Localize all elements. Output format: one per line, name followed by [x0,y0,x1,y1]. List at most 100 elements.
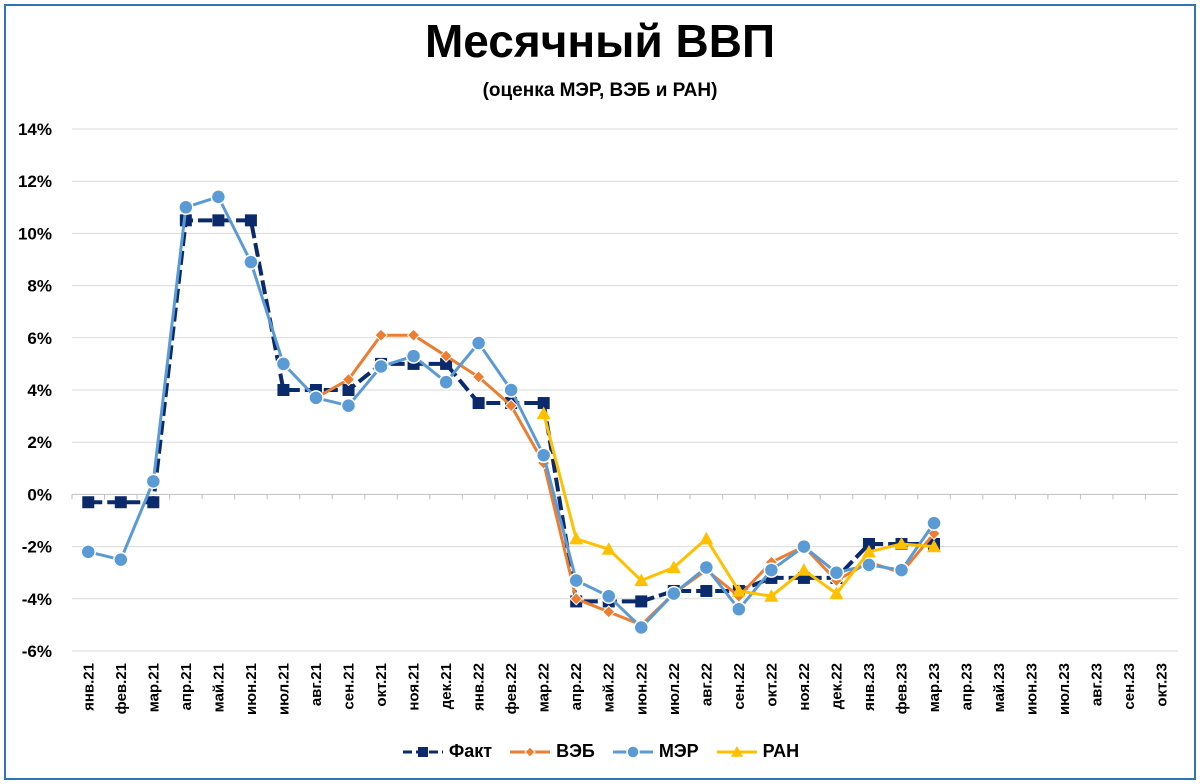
data-point-circle [666,585,682,602]
data-point-circle [373,358,389,375]
data-point-triangle [894,536,909,550]
data-point-diamond [927,526,941,541]
legend-label: РАН [762,741,800,761]
chart-subtitle: (оценка МЭР, ВЭБ и РАН) [482,80,718,101]
x-tick-label: май.22 [601,663,618,712]
x-tick-label: окт.21 [373,663,390,707]
data-point-circle [470,335,487,351]
chart-title: Месячный ВВП [424,15,776,67]
data-point-triangle [829,586,844,600]
x-tick-label: апр.23 [959,663,976,710]
x-tick-label: янв.22 [471,663,488,711]
y-tick-label: 10% [18,224,52,243]
data-point-square [212,214,225,227]
data-point-circle [731,601,747,617]
data-point-square [342,384,355,396]
data-point-circle [405,348,422,364]
data-point-square [440,357,453,370]
y-tick-label: -4% [22,590,52,609]
x-tick-label: июн.23 [1024,663,1041,715]
data-point-circle [243,254,259,270]
data-point-diamond [569,592,583,606]
x-tick-label: апр.22 [568,663,585,710]
x-tick-label: дек.22 [828,663,845,709]
data-point-circle [210,189,227,205]
y-tick-label: 12% [18,172,52,191]
data-point-circle [861,557,877,573]
x-tick-label: мар.21 [145,663,162,712]
data-point-circle [275,356,292,372]
x-tick-label: май.21 [210,663,227,712]
x-tick-label: июл.21 [275,663,292,715]
data-point-circle [633,619,650,636]
data-point-triangle [796,563,811,576]
data-point-circle [535,447,552,463]
x-tick-label: сен.21 [341,663,358,710]
data-point-diamond [374,328,388,342]
data-point-circle [438,374,454,390]
x-tick-label: май.23 [991,663,1008,712]
data-point-diamond [602,605,616,619]
data-point-triangle [601,542,616,555]
legend: Факт ВЭБ МЭР РАН [0,741,1200,766]
x-tick-label: авг.21 [308,663,325,706]
data-point-triangle [861,544,876,558]
x-tick-label: авг.22 [698,663,715,706]
data-point-triangle [730,745,743,757]
data-point-diamond [524,745,536,758]
data-point-triangle [764,589,779,602]
x-tick-label: фев.22 [503,663,520,714]
series-3 [80,189,942,636]
legend-swatch [510,745,551,758]
x-tick-label: фев.23 [894,663,911,714]
x-tick-label: сен.23 [1121,663,1138,710]
data-point-circle [568,572,584,589]
legend-label: МЭР [658,741,699,761]
legend-swatch [716,745,757,757]
x-tick-label: апр.21 [178,663,195,710]
legend-swatch [612,744,653,759]
data-point-circle [763,562,780,578]
y-tick-label: 4% [27,381,52,400]
series-4 [536,406,942,602]
data-point-triangle [699,531,714,545]
data-point-square [114,496,127,509]
x-tick-label: авг.23 [1089,663,1106,706]
data-point-circle [893,562,910,578]
x-tick-label: ноя.22 [796,663,813,711]
data-point-triangle [927,539,942,553]
data-point-square [82,496,95,509]
x-tick-label: дек.21 [438,663,455,709]
data-point-triangle [569,531,584,545]
y-tick-label: 2% [27,433,52,452]
x-tick-label: сен.22 [731,663,748,710]
data-point-square [537,397,550,410]
x-tick-label: июл.23 [1056,663,1073,715]
series-2 [309,328,941,632]
data-point-square [472,397,485,410]
y-tick-label: 6% [27,329,52,348]
x-tick-label: мар.23 [926,663,943,712]
data-point-diamond [439,349,453,363]
data-point-circle [698,559,715,576]
y-tick-label: 14% [18,120,52,139]
data-point-square [635,595,648,608]
data-point-triangle [666,560,681,574]
data-point-square [277,384,290,396]
data-point-circle [926,515,942,531]
data-point-square [862,537,875,550]
data-point-triangle [536,406,551,420]
data-point-diamond [341,372,356,387]
x-tick-label: мар.22 [536,663,553,712]
data-point-square [417,746,428,757]
data-point-circle [113,551,129,568]
legend-swatch [402,746,443,757]
data-point-circle [828,564,845,581]
legend-item: МЭР [611,741,699,762]
legend-item: Факт [401,741,492,762]
legend-label: Факт [448,741,493,761]
x-tick-label: июн.21 [243,663,260,715]
data-point-circle [626,744,640,759]
y-tick-label: -2% [22,538,52,557]
